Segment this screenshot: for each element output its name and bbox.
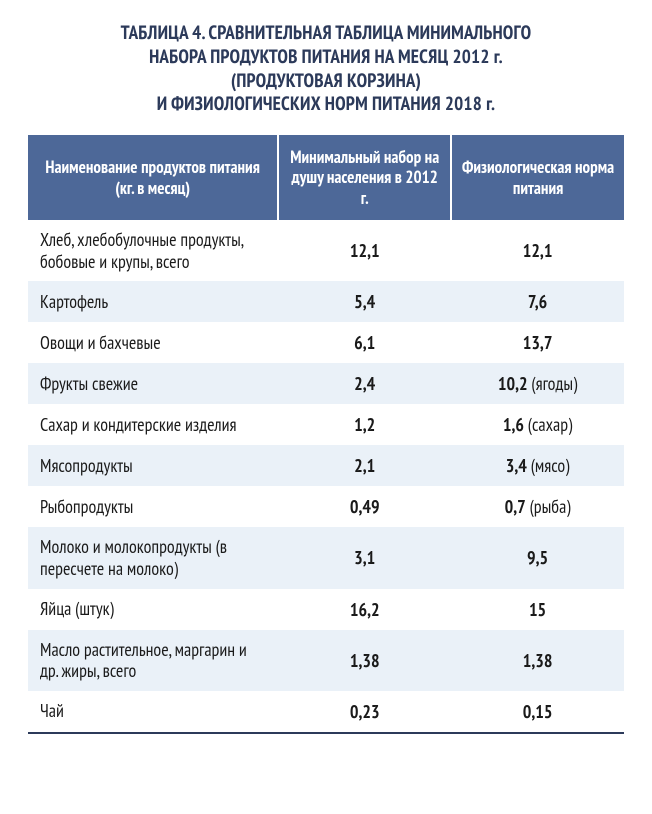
table-row: Сахар и кондитерские изделия1,21,6 (саха… (28, 404, 624, 445)
cell-min2012: 12,1 (278, 220, 451, 281)
table-row: Яйца (штук)16,2 15 (28, 589, 624, 630)
cell-norm2018: 1,6 (сахар) (451, 404, 624, 445)
cell-norm2018: 15 (451, 589, 624, 630)
cell-norm2018-note: (сахар) (524, 413, 572, 436)
col-header-min2012: Минимальный набор на душу населения в 20… (278, 135, 451, 220)
page-container: ТАБЛИЦА 4. СРАВНИТЕЛЬНАЯ ТАБЛИЦА МИНИМАЛ… (0, 0, 652, 762)
cell-norm2018-value: 0,7 (505, 495, 526, 518)
table-row: Мясопродукты2,13,4 (мясо) (28, 445, 624, 486)
cell-norm2018-note: (мясо) (527, 454, 569, 477)
cell-norm2018: 10,2 (ягоды) (451, 363, 624, 404)
title-line-4: И ФИЗИОЛОГИЧЕСКИХ НОРМ ПИТАНИЯ 2018 г. (157, 92, 496, 116)
cell-product-name: Овощи и бахчевые (28, 322, 278, 363)
table-row: Масло растительное, маргарин и др. жиры,… (28, 630, 624, 691)
cell-min2012: 6,1 (278, 322, 451, 363)
cell-norm2018-value: 13,7 (523, 331, 553, 354)
table-row: Хлеб, хлебобулочные продукты, бобовые и … (28, 220, 624, 281)
cell-product-name: Молоко и молокопродукты (в пересчете на … (28, 527, 278, 588)
cell-product-name: Яйца (штук) (28, 589, 278, 630)
cell-min2012: 1,2 (278, 404, 451, 445)
cell-norm2018: 9,5 (451, 527, 624, 588)
cell-norm2018-value: 0,15 (523, 700, 553, 723)
cell-min2012: 3,1 (278, 527, 451, 588)
cell-product-name: Масло растительное, маргарин и др. жиры,… (28, 630, 278, 691)
table-row: Фрукты свежие2,410,2 (ягоды) (28, 363, 624, 404)
table-title: ТАБЛИЦА 4. СРАВНИТЕЛЬНАЯ ТАБЛИЦА МИНИМАЛ… (28, 22, 624, 117)
cell-product-name: Хлеб, хлебобулочные продукты, бобовые и … (28, 220, 278, 281)
cell-product-name: Чай (28, 691, 278, 733)
cell-product-name: Мясопродукты (28, 445, 278, 486)
cell-min2012: 16,2 (278, 589, 451, 630)
cell-norm2018-value: 7,6 (528, 290, 547, 313)
cell-norm2018: 0,7 (рыба) (451, 486, 624, 527)
cell-norm2018-value: 1,38 (523, 649, 553, 672)
cell-norm2018-value: 1,6 (503, 413, 524, 436)
cell-min2012: 0,23 (278, 691, 451, 733)
cell-norm2018: 3,4 (мясо) (451, 445, 624, 486)
cell-norm2018-value: 10,2 (498, 372, 528, 395)
table-row: Чай0,23 0,15 (28, 691, 624, 733)
col-header-name: Наименование продуктов питания (кг. в ме… (28, 135, 278, 220)
cell-product-name: Картофель (28, 281, 278, 322)
cell-norm2018-value: 9,5 (527, 546, 548, 569)
table-row: Овощи и бахчевые6,1 13,7 (28, 322, 624, 363)
cell-product-name: Сахар и кондитерские изделия (28, 404, 278, 445)
cell-min2012: 5,4 (278, 281, 451, 322)
title-line-1: ТАБЛИЦА 4. СРАВНИТЕЛЬНАЯ ТАБЛИЦА МИНИМАЛ… (121, 21, 532, 45)
cell-norm2018-note: (ягоды) (528, 372, 578, 395)
cell-norm2018-value: 15 (529, 598, 546, 621)
cell-norm2018-note: (рыба) (526, 495, 571, 518)
cell-norm2018: 0,15 (451, 691, 624, 733)
cell-product-name: Рыбопродукты (28, 486, 278, 527)
title-line-3: (ПРОДУКТОВАЯ КОРЗИНА) (231, 69, 421, 93)
cell-product-name: Фрукты свежие (28, 363, 278, 404)
table-header: Наименование продуктов питания (кг. в ме… (28, 135, 624, 220)
table-row: Рыбопродукты0,490,7 (рыба) (28, 486, 624, 527)
col-header-norm2018: Физиологическая норма питания (451, 135, 624, 220)
comparison-table: Наименование продуктов питания (кг. в ме… (28, 135, 624, 734)
cell-min2012: 1,38 (278, 630, 451, 691)
table-row: Молоко и молокопродукты (в пересчете на … (28, 527, 624, 588)
cell-norm2018-value: 3,4 (506, 454, 527, 477)
cell-norm2018: 1,38 (451, 630, 624, 691)
cell-norm2018: 13,7 (451, 322, 624, 363)
cell-norm2018: 7,6 (451, 281, 624, 322)
cell-min2012: 2,4 (278, 363, 451, 404)
cell-min2012: 2,1 (278, 445, 451, 486)
table-body: Хлеб, хлебобулочные продукты, бобовые и … (28, 220, 624, 733)
cell-norm2018-value: 12,1 (523, 239, 553, 262)
cell-min2012: 0,49 (278, 486, 451, 527)
title-line-2: НАБОРА ПРОДУКТОВ ПИТАНИЯ НА МЕСЯЦ 2012 г… (149, 45, 503, 69)
cell-norm2018: 12,1 (451, 220, 624, 281)
table-row: Картофель5,4 7,6 (28, 281, 624, 322)
